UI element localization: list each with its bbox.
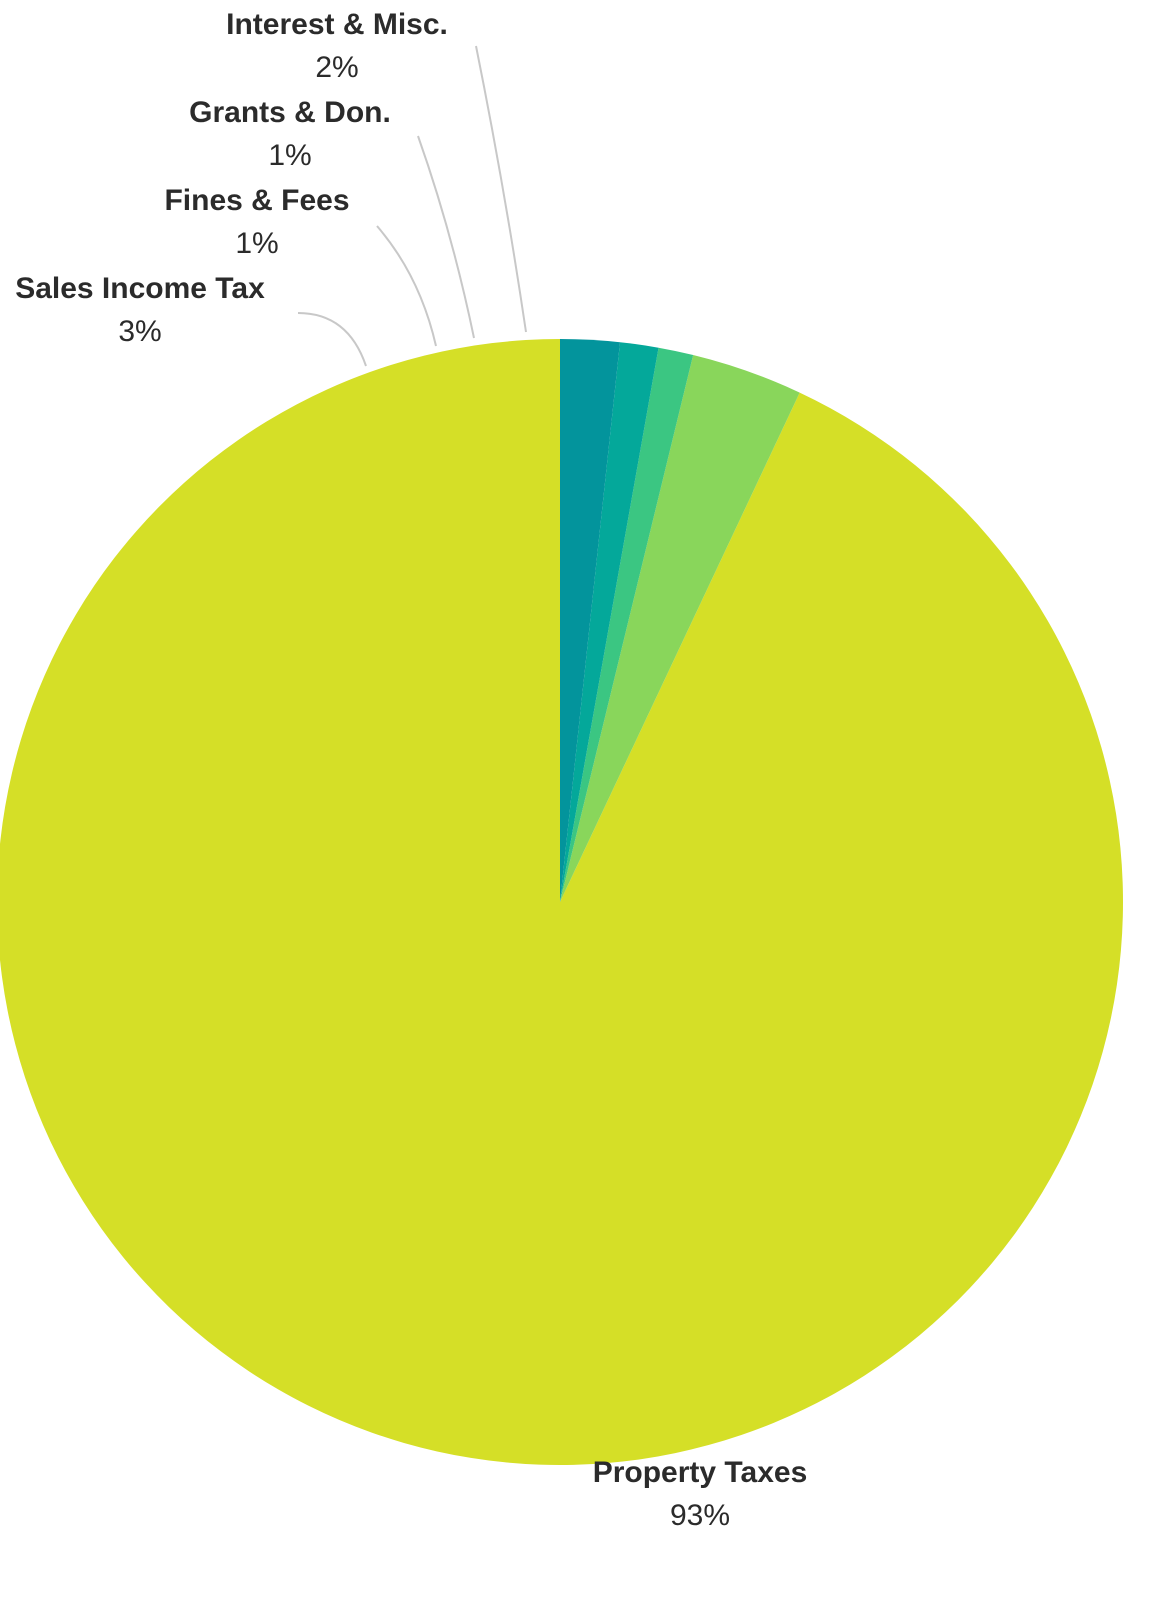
pie-slices — [0, 339, 1123, 1465]
slice-label-fines-fees: Fines & Fees — [164, 184, 349, 217]
slice-label-sales-income-tax: Sales Income Tax — [15, 272, 265, 305]
leader-lines — [297, 45, 527, 367]
leader-line-fines-fees — [376, 225, 437, 347]
pie-slice-interest-misc — [560, 339, 621, 902]
slice-value-sales-income-tax: 3% — [118, 315, 161, 348]
slice-value-grants-don: 1% — [268, 139, 311, 172]
slice-value-property-taxes: 93% — [670, 1499, 730, 1532]
slice-label-grants-don: Grants & Don. — [189, 96, 391, 129]
slice-labels: Property Taxes 93% Sales Income Tax 3% Fines… — [15, 8, 807, 1532]
leader-line-grants-don — [417, 135, 475, 339]
leader-line-sales-income-tax — [297, 312, 367, 367]
pie-slice-grants-don — [560, 342, 659, 903]
slice-value-fines-fees: 1% — [235, 227, 278, 260]
pie-slice-sales-income-tax — [560, 354, 800, 903]
slice-value-interest-misc: 2% — [315, 51, 358, 84]
pie-slice-property-taxes — [0, 339, 1123, 1465]
slice-label-property-taxes: Property Taxes — [593, 1456, 808, 1489]
leader-line-interest-misc — [475, 45, 527, 333]
slice-label-interest-misc: Interest & Misc. — [226, 8, 448, 41]
pie-slice-fines-fees — [560, 347, 694, 902]
